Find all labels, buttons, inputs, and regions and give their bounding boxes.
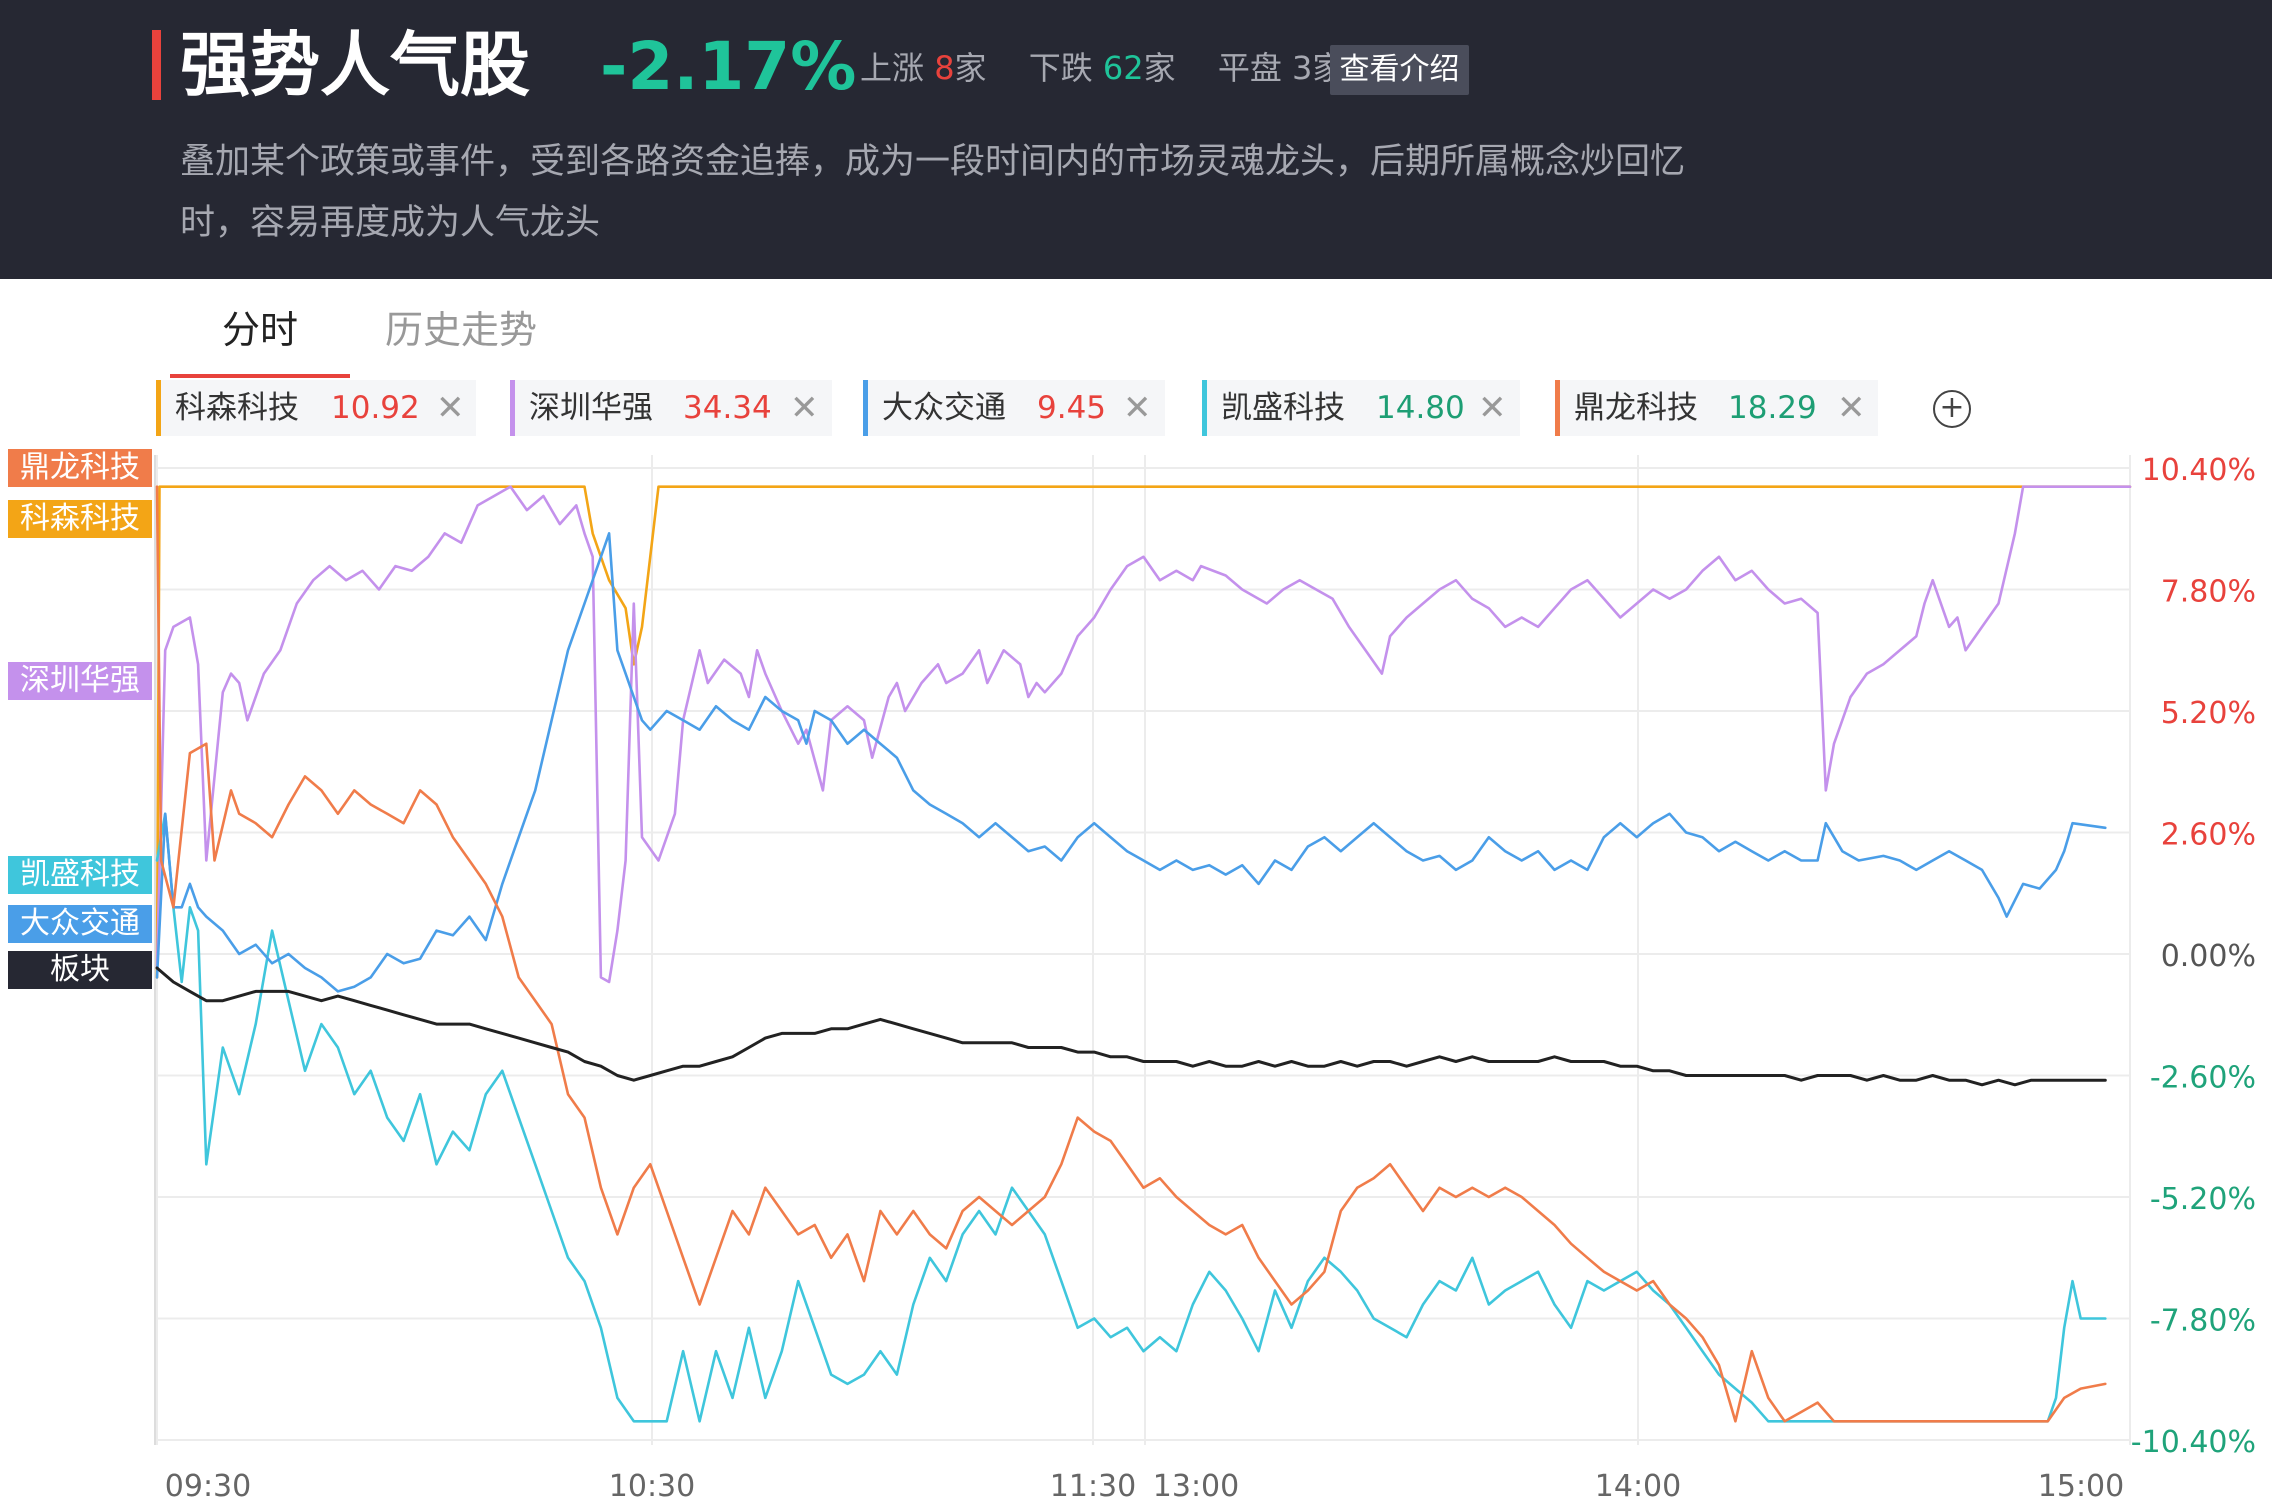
y-tick-label: 0.00%: [2161, 939, 2256, 974]
series-line: [157, 814, 2105, 1422]
x-tick-label: 10:30: [609, 1469, 695, 1504]
x-tick-label: 14:00: [1595, 1469, 1681, 1504]
x-tick-label: 15:00: [2038, 1469, 2124, 1504]
y-tick-label: 7.80%: [2161, 575, 2256, 610]
x-tick-label: 13:00: [1153, 1469, 1239, 1504]
series-label: 科森科技: [8, 500, 152, 538]
y-tick-label: -2.60%: [2150, 1061, 2256, 1096]
series-line: [157, 487, 2130, 978]
y-tick-label: -5.20%: [2150, 1182, 2256, 1217]
y-tick-label: 2.60%: [2161, 818, 2256, 853]
x-tick-label: 11:30: [1050, 1469, 1136, 1504]
y-tick-label: -7.80%: [2150, 1304, 2256, 1339]
series-line: [157, 533, 2105, 991]
y-tick-label: 10.40%: [2142, 453, 2256, 488]
y-tick-label: -10.40%: [2131, 1425, 2256, 1460]
series-label: 大众交通: [8, 905, 152, 943]
series-line: [157, 487, 2130, 982]
y-tick-label: 5.20%: [2161, 696, 2256, 731]
series-label: 鼎龙科技: [8, 449, 152, 487]
series-label: 深圳华强: [8, 662, 152, 700]
x-tick-label: 09:30: [165, 1469, 251, 1504]
series-line: [157, 968, 2105, 1085]
series-label: 凯盛科技: [8, 856, 152, 894]
series-label: 板块: [8, 951, 152, 989]
